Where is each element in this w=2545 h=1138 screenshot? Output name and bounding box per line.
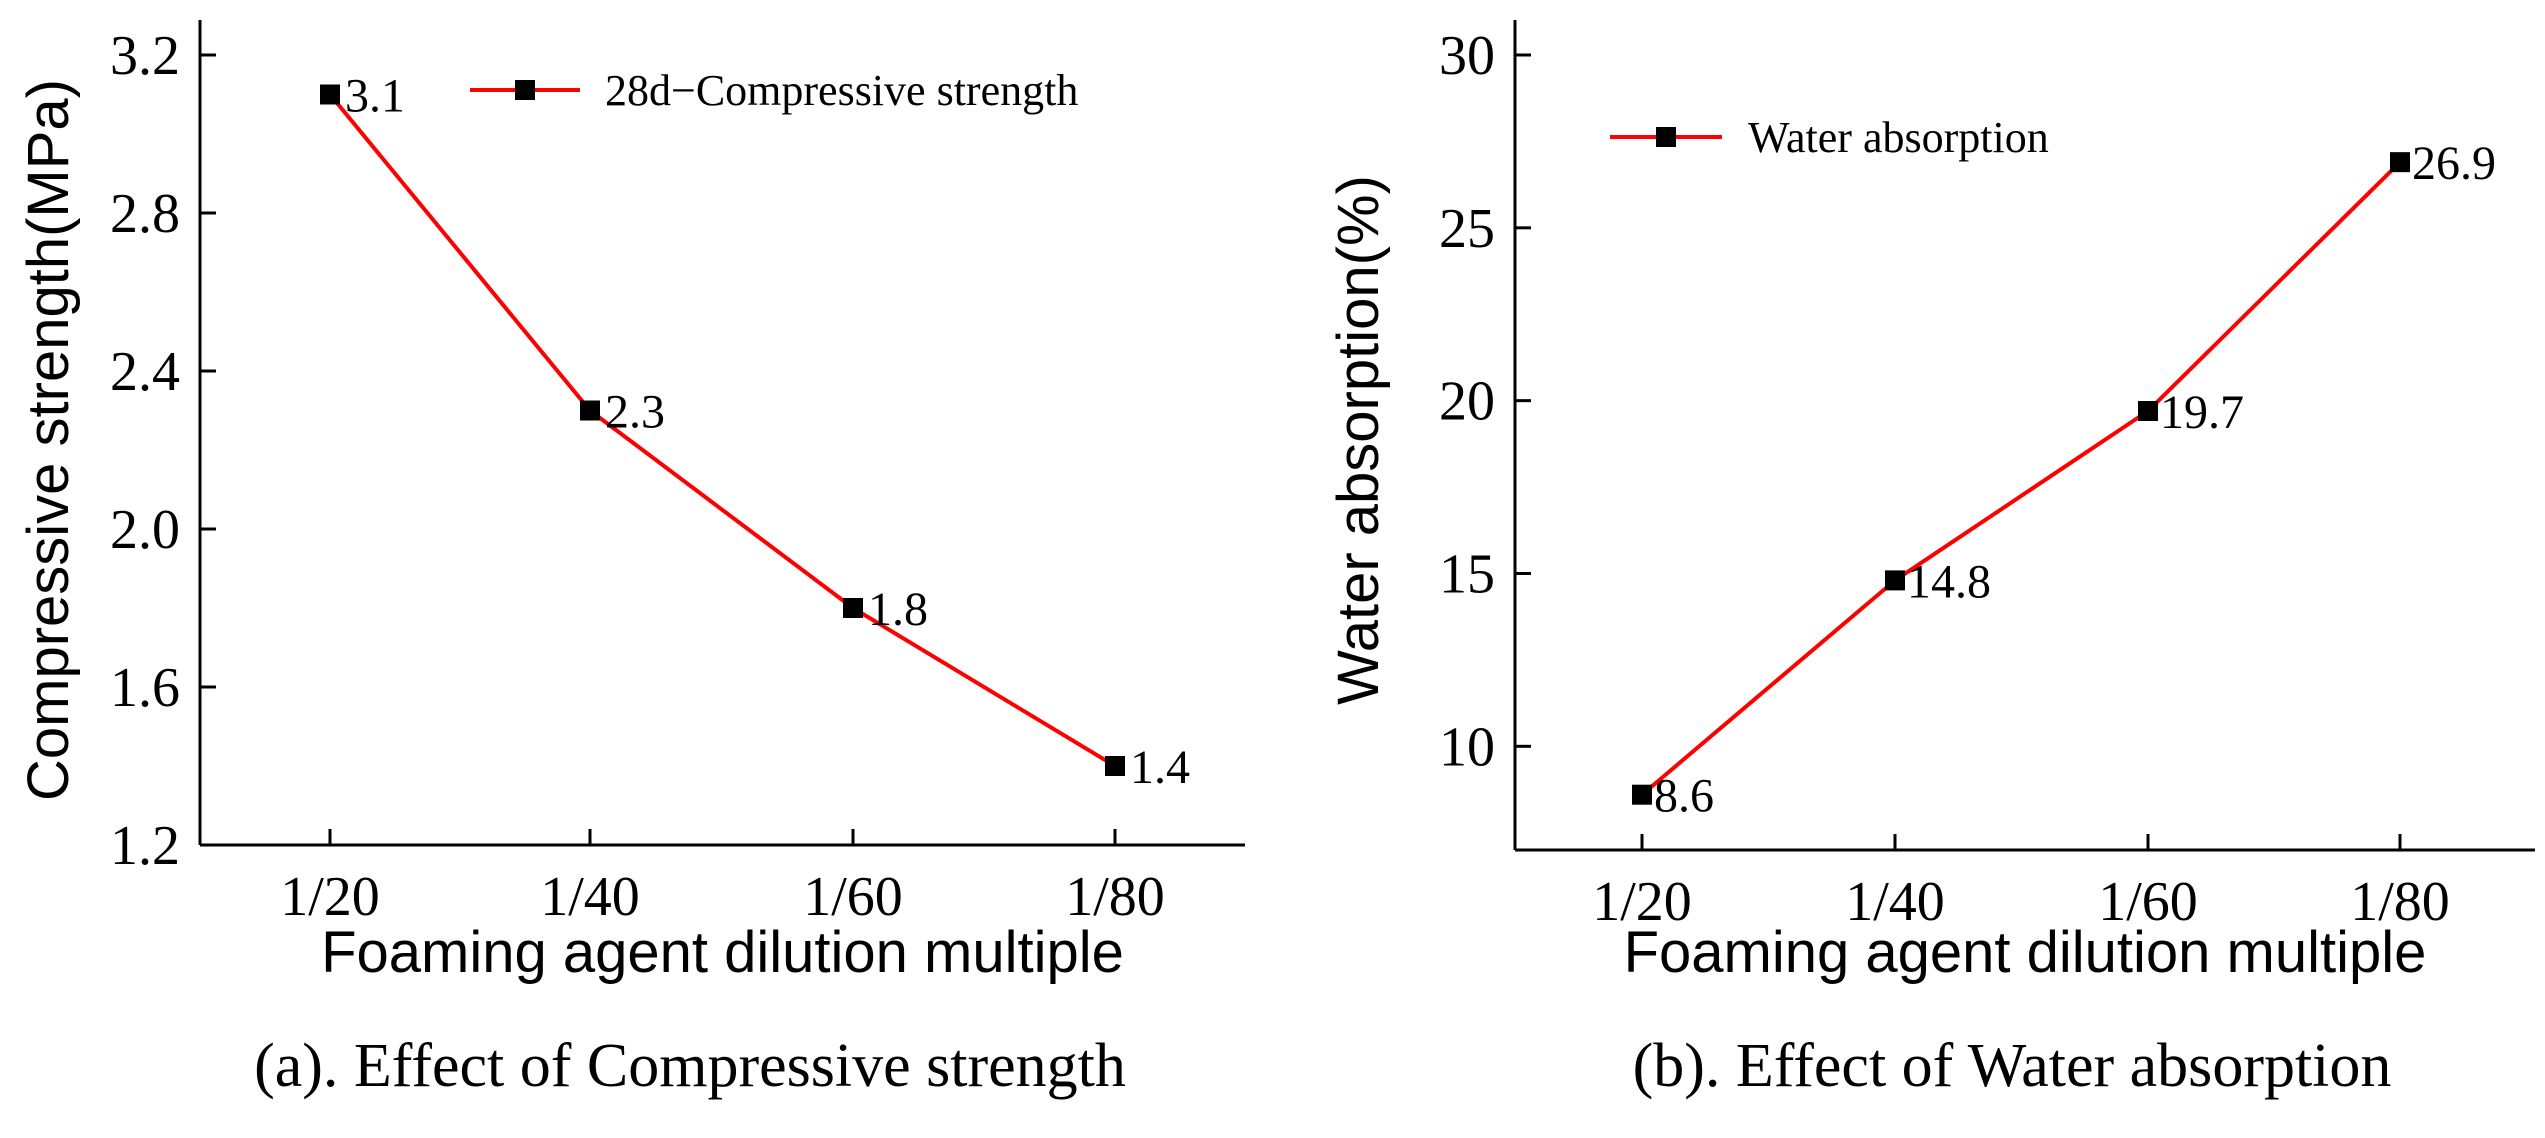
y-tick-label: 1.2 — [110, 815, 180, 877]
data-label: 26.9 — [2412, 137, 2496, 190]
data-label: 14.8 — [1907, 555, 1991, 608]
y-tick-label: 2.4 — [110, 341, 180, 403]
data-point-marker — [2138, 401, 2158, 422]
panel-caption: (b). Effect of Water absorption — [1633, 1032, 2392, 1100]
panel-a-compressive-strength: 1.2 1.6 2.0 2.4 2.8 3.2 1/20 1/40 1/60 1/80Foamin… — [16, 20, 1245, 1100]
data-label: 1.4 — [1130, 741, 1190, 794]
y-tick-label: 3.2 — [110, 25, 180, 87]
data-point-marker — [580, 400, 600, 421]
data-point-marker — [320, 84, 340, 105]
x-tick-label: 1/80 — [2350, 871, 2450, 933]
data-label: 19.7 — [2160, 386, 2244, 439]
data-point-marker — [1632, 784, 1652, 805]
series-line — [328, 93, 1117, 768]
x-tick-label: 1/80 — [1065, 866, 1165, 928]
data-label: 1.8 — [868, 583, 928, 636]
x-tick-label: 1/60 — [803, 866, 903, 928]
x-axis-title: Foaming agent dilution multiple — [1624, 920, 2427, 985]
y-tick-label: 20 — [1439, 371, 1495, 433]
y-tick-label: 2.0 — [110, 499, 180, 561]
y-tick-label: 10 — [1439, 716, 1495, 778]
data-point-marker — [2390, 152, 2410, 173]
panel-caption: (a). Effect of Compressive strength — [254, 1032, 1126, 1100]
data-label: 3.1 — [345, 70, 405, 123]
data-point-marker — [1105, 756, 1125, 776]
x-tick-label: 1/60 — [2098, 871, 2198, 933]
x-tick-label: 1/40 — [1845, 871, 1945, 933]
y-tick-label: 2.8 — [110, 183, 180, 245]
legend-label: Water absorption — [1748, 113, 2049, 162]
legend-marker — [1656, 127, 1676, 147]
x-tick-label: 1/20 — [1592, 871, 1692, 933]
data-label: 8.6 — [1654, 770, 1714, 823]
x-tick-label: 1/40 — [540, 866, 640, 928]
y-axis-title: Compressive strength(MPa) — [16, 79, 81, 801]
y-tick-label: 1.6 — [110, 657, 180, 719]
data-point-marker — [843, 598, 863, 618]
legend-label: 28d−Compressive strength — [605, 66, 1078, 115]
data-point-marker — [1885, 570, 1905, 591]
y-tick-label: 30 — [1439, 25, 1495, 87]
y-axis-title: Water absorption(%) — [1326, 175, 1391, 705]
x-tick-label: 1/20 — [280, 866, 380, 928]
y-tick-label: 25 — [1439, 198, 1495, 260]
series-line — [1640, 160, 2402, 797]
x-axis-title: Foaming agent dilution multiple — [321, 920, 1124, 985]
legend-marker — [515, 80, 535, 100]
y-tick-label: 15 — [1439, 543, 1495, 605]
data-label: 2.3 — [605, 386, 665, 439]
